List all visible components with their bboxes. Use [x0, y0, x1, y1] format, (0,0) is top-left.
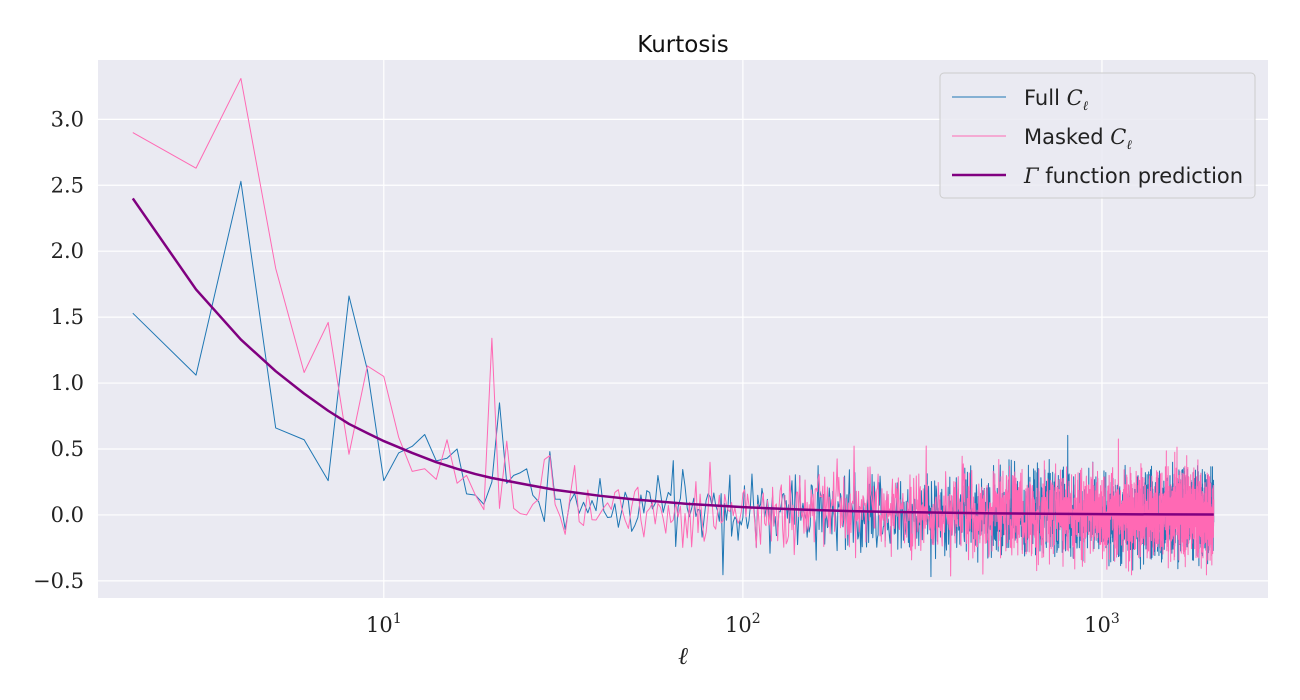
legend-entry-label: Full Cℓ	[1024, 86, 1089, 114]
y-tick-label: 0.0	[51, 503, 84, 527]
y-tick-label: −0.5	[33, 569, 84, 593]
legend: Full Cℓ Masked Cℓ Γ function prediction	[939, 72, 1256, 199]
legend-entry-label: Masked Cℓ	[1024, 125, 1132, 153]
x-axis-label: ℓ	[678, 642, 688, 670]
chart-title: Kurtosis	[637, 32, 728, 58]
x-tick-label: 102	[725, 611, 761, 637]
legend-entry-label: Γ function prediction	[1023, 164, 1243, 188]
y-tick-label: 3.0	[51, 107, 84, 131]
y-tick-label: 1.5	[51, 305, 84, 329]
x-axis-ticks: 101 102 103	[366, 611, 1120, 637]
y-tick-label: 2.0	[51, 239, 84, 263]
y-axis-ticks: −0.5 0.0 0.5 1.0 1.5 2.0 2.5 3.0	[33, 107, 84, 593]
legend-box	[939, 72, 1256, 199]
y-tick-label: 1.0	[51, 371, 84, 395]
y-tick-label: 0.5	[51, 437, 84, 461]
series-line-gamma-prediction	[131, 197, 1214, 516]
x-tick-label: 103	[1084, 611, 1120, 637]
series-line-masked	[132, 77, 1215, 577]
x-tick-label: 101	[366, 611, 402, 637]
y-tick-label: 2.5	[51, 173, 84, 197]
series-layer	[131, 77, 1215, 578]
